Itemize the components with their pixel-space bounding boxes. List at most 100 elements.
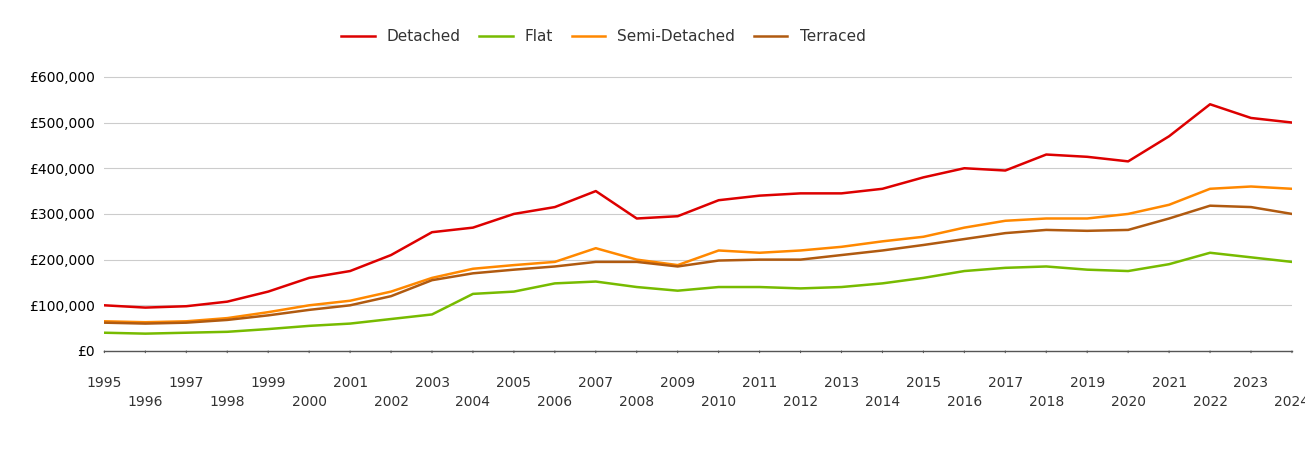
Terraced xyxy=(1161,216,1177,221)
Detached xyxy=(1079,154,1095,159)
Terraced xyxy=(342,302,358,308)
Terraced xyxy=(834,252,850,258)
Semi-Detached xyxy=(261,310,277,315)
Flat xyxy=(219,329,235,334)
Text: 2012: 2012 xyxy=(783,396,818,410)
Semi-Detached xyxy=(711,248,727,253)
Text: 2000: 2000 xyxy=(291,396,326,410)
Terraced xyxy=(916,242,932,248)
Text: 2021: 2021 xyxy=(1151,376,1186,390)
Flat xyxy=(711,284,727,290)
Semi-Detached xyxy=(629,257,645,262)
Flat xyxy=(752,284,767,290)
Detached xyxy=(137,305,153,310)
Text: 2014: 2014 xyxy=(865,396,900,410)
Flat xyxy=(342,321,358,326)
Detached xyxy=(424,230,440,235)
Flat xyxy=(792,286,808,291)
Detached xyxy=(669,213,685,219)
Detached xyxy=(916,175,932,180)
Detached xyxy=(711,198,727,203)
Semi-Detached xyxy=(834,244,850,249)
Flat xyxy=(589,279,604,284)
Line: Flat: Flat xyxy=(104,253,1292,333)
Terraced xyxy=(957,236,972,242)
Detached xyxy=(301,275,317,281)
Text: 2004: 2004 xyxy=(455,396,491,410)
Semi-Detached xyxy=(465,266,480,271)
Semi-Detached xyxy=(97,319,112,324)
Semi-Detached xyxy=(1039,216,1054,221)
Semi-Detached xyxy=(1161,202,1177,207)
Terraced xyxy=(1202,203,1218,208)
Detached xyxy=(792,191,808,196)
Detached xyxy=(1284,120,1300,125)
Flat xyxy=(1039,264,1054,269)
Terraced xyxy=(384,293,399,299)
Detached xyxy=(261,289,277,294)
Terraced xyxy=(1079,228,1095,234)
Terraced xyxy=(547,264,562,269)
Terraced xyxy=(711,258,727,263)
Terraced xyxy=(1039,227,1054,233)
Text: 2001: 2001 xyxy=(333,376,368,390)
Detached xyxy=(834,191,850,196)
Text: 2009: 2009 xyxy=(660,376,696,390)
Flat xyxy=(874,281,890,286)
Flat xyxy=(179,330,194,335)
Semi-Detached xyxy=(506,262,522,268)
Text: 2013: 2013 xyxy=(823,376,859,390)
Semi-Detached xyxy=(916,234,932,239)
Line: Terraced: Terraced xyxy=(104,206,1292,324)
Text: 2016: 2016 xyxy=(946,396,981,410)
Terraced xyxy=(219,317,235,323)
Semi-Detached xyxy=(1244,184,1259,189)
Detached xyxy=(384,252,399,258)
Text: 2017: 2017 xyxy=(988,376,1023,390)
Detached xyxy=(752,193,767,198)
Text: 2002: 2002 xyxy=(373,396,408,410)
Detached xyxy=(589,189,604,194)
Text: 2005: 2005 xyxy=(496,376,531,390)
Detached xyxy=(465,225,480,230)
Line: Semi-Detached: Semi-Detached xyxy=(104,186,1292,322)
Text: 1998: 1998 xyxy=(210,396,245,410)
Terraced xyxy=(179,320,194,325)
Detached xyxy=(957,166,972,171)
Detached xyxy=(219,299,235,304)
Semi-Detached xyxy=(1202,186,1218,192)
Flat xyxy=(137,331,153,336)
Flat xyxy=(1079,267,1095,272)
Semi-Detached xyxy=(792,248,808,253)
Text: 1997: 1997 xyxy=(168,376,204,390)
Flat xyxy=(1284,259,1300,265)
Semi-Detached xyxy=(301,302,317,308)
Terraced xyxy=(1284,211,1300,216)
Detached xyxy=(997,168,1013,173)
Semi-Detached xyxy=(547,259,562,265)
Text: 1995: 1995 xyxy=(86,376,123,390)
Flat xyxy=(506,289,522,294)
Legend: Detached, Flat, Semi-Detached, Terraced: Detached, Flat, Semi-Detached, Terraced xyxy=(335,23,872,50)
Text: 2010: 2010 xyxy=(701,396,736,410)
Detached xyxy=(1120,159,1135,164)
Terraced xyxy=(1244,204,1259,210)
Detached xyxy=(1161,134,1177,139)
Semi-Detached xyxy=(219,315,235,321)
Detached xyxy=(629,216,645,221)
Text: 2019: 2019 xyxy=(1070,376,1105,390)
Flat xyxy=(834,284,850,290)
Semi-Detached xyxy=(1284,186,1300,192)
Detached xyxy=(547,204,562,210)
Terraced xyxy=(997,230,1013,236)
Text: 2023: 2023 xyxy=(1233,376,1268,390)
Text: 2006: 2006 xyxy=(538,396,573,410)
Flat xyxy=(261,326,277,332)
Semi-Detached xyxy=(424,275,440,281)
Terraced xyxy=(874,248,890,253)
Text: 2018: 2018 xyxy=(1028,396,1064,410)
Semi-Detached xyxy=(997,218,1013,224)
Flat xyxy=(957,268,972,274)
Text: 2015: 2015 xyxy=(906,376,941,390)
Flat xyxy=(1202,250,1218,256)
